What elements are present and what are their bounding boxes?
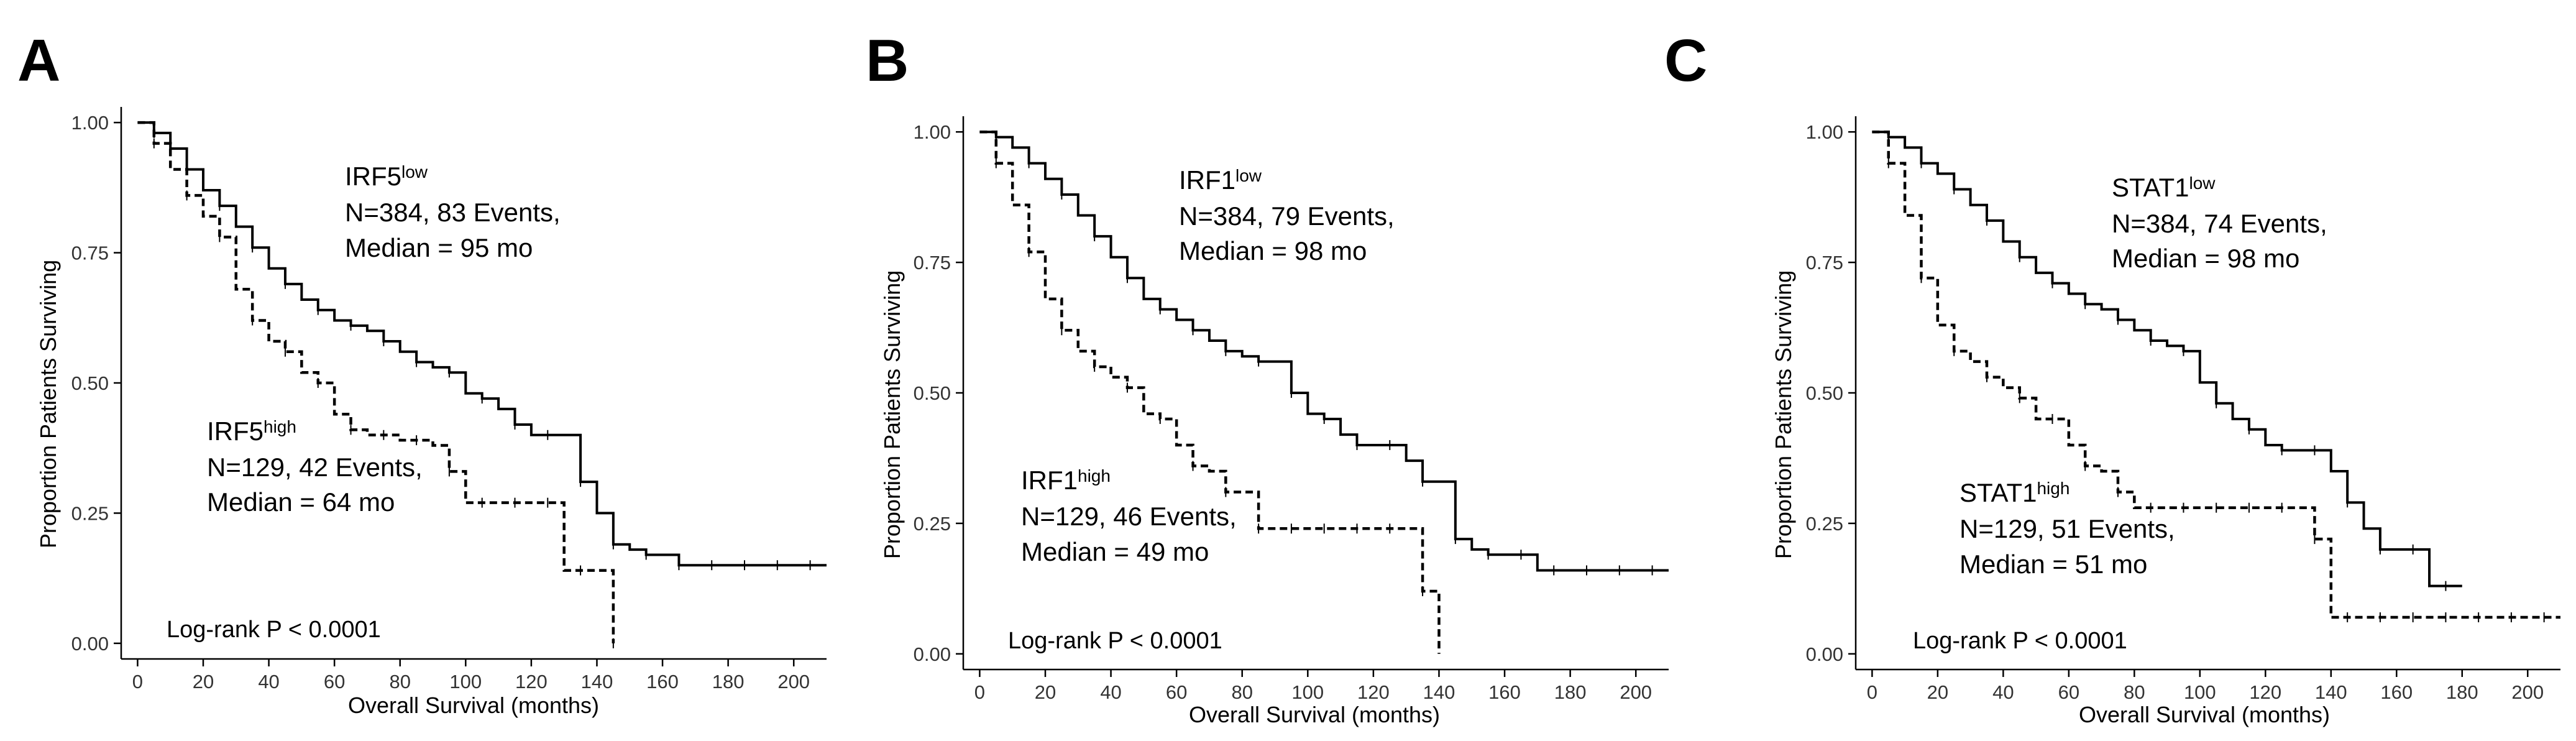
survival-curve-low (1872, 131, 2462, 587)
panel-b: B Proportion Patients Surviving Overall … (866, 27, 1669, 727)
y-tick-label: 0.25 (914, 513, 951, 535)
x-tick-label: 80 (389, 671, 410, 693)
x-tick-label: 140 (2315, 681, 2347, 703)
low-group-median: Median = 98 mo (1179, 236, 1367, 265)
survival-curve-high (137, 121, 615, 643)
x-tick-label: 140 (581, 671, 613, 693)
y-tick-label: 0.25 (71, 502, 109, 524)
high-group-stats: N=129, 46 Events, (1021, 502, 1237, 531)
x-axis-title: Overall Survival (months) (2079, 702, 2330, 727)
x-tick-label: 180 (1554, 681, 1587, 703)
panel-a: A Proportion Patients Surviving Overall … (17, 27, 827, 718)
survival-curve-low (979, 131, 1669, 572)
y-tick-label: 0.25 (1806, 513, 1843, 535)
x-tick-label: 20 (1035, 681, 1056, 703)
log-rank-annotation: Log-rank P < 0.0001 (1913, 628, 2127, 654)
x-axis-title: Overall Survival (months) (1189, 702, 1440, 727)
x-axis-title: Overall Survival (months) (348, 693, 599, 718)
low-group-stats: N=384, 74 Events, (2112, 209, 2327, 238)
x-tick-label: 100 (2184, 681, 2216, 703)
high-group-label: IRF1high (1021, 466, 1111, 495)
x-tick-label: 200 (1620, 681, 1652, 703)
low-group-stats: N=384, 79 Events, (1179, 201, 1395, 231)
high-group-median: Median = 49 mo (1021, 537, 1209, 566)
x-tick-label: 0 (132, 671, 143, 693)
y-axis-title: Proportion Patients Surviving (879, 270, 905, 559)
x-tick-label: 60 (2058, 681, 2079, 703)
x-tick-label: 60 (324, 671, 345, 693)
x-tick-label: 80 (2124, 681, 2145, 703)
y-tick-label: 0.00 (914, 643, 951, 665)
y-axis-title: Proportion Patients Surviving (1771, 270, 1796, 559)
high-group-label: STAT1high (1960, 478, 2070, 507)
survival-curve-high (979, 130, 1441, 654)
x-tick-label: 140 (1423, 681, 1455, 703)
high-group-median: Median = 64 mo (207, 487, 395, 517)
x-tick-label: 40 (258, 671, 279, 693)
x-tick-label: 200 (777, 671, 810, 693)
y-tick-label: 0.75 (71, 242, 109, 264)
x-tick-label: 120 (1357, 681, 1390, 703)
y-axis-title: Proportion Patients Surviving (35, 260, 61, 548)
x-tick-label: 0 (974, 681, 985, 703)
panel-label: A (17, 27, 60, 94)
log-rank-annotation: Log-rank P < 0.0001 (167, 617, 381, 643)
low-group-median: Median = 95 mo (345, 233, 533, 262)
x-tick-label: 160 (2380, 681, 2413, 703)
x-tick-label: 20 (193, 671, 214, 693)
panel-label: B (866, 27, 909, 94)
high-group-stats: N=129, 42 Events, (207, 453, 423, 482)
low-group-label: STAT1low (2112, 173, 2216, 202)
x-tick-label: 20 (1927, 681, 1948, 703)
y-tick-label: 0.50 (71, 372, 109, 394)
low-group-label: IRF5low (345, 162, 428, 191)
x-tick-label: 40 (1992, 681, 2014, 703)
log-rank-annotation: Log-rank P < 0.0001 (1008, 628, 1222, 654)
y-tick-label: 0.50 (914, 382, 951, 404)
x-tick-label: 160 (1488, 681, 1521, 703)
y-tick-label: 0.75 (914, 252, 951, 274)
panel-c: C Proportion Patients Surviving Overall … (1664, 27, 2560, 727)
x-tick-label: 100 (1291, 681, 1324, 703)
y-tick-label: 1.00 (71, 112, 109, 134)
panel-label: C (1664, 27, 1707, 94)
x-tick-label: 200 (2511, 681, 2544, 703)
x-tick-label: 120 (515, 671, 548, 693)
x-tick-label: 60 (1166, 681, 1187, 703)
x-tick-label: 180 (712, 671, 745, 693)
high-group-median: Median = 51 mo (1960, 550, 2147, 579)
x-tick-label: 80 (1231, 681, 1252, 703)
x-tick-label: 0 (1867, 681, 1877, 703)
x-tick-label: 120 (2249, 681, 2281, 703)
y-tick-label: 0.50 (1806, 382, 1843, 404)
x-tick-label: 100 (449, 671, 482, 693)
low-group-label: IRF1low (1179, 165, 1262, 195)
low-group-stats: N=384, 83 Events, (345, 198, 561, 227)
x-tick-label: 40 (1100, 681, 1121, 703)
high-group-stats: N=129, 51 Events, (1960, 514, 2175, 543)
y-tick-label: 0.00 (71, 633, 109, 655)
y-tick-label: 0.00 (1806, 643, 1843, 665)
y-tick-label: 0.75 (1806, 252, 1843, 274)
y-tick-label: 1.00 (914, 121, 951, 143)
y-tick-label: 1.00 (1806, 121, 1843, 143)
low-group-median: Median = 98 mo (2112, 244, 2299, 273)
x-tick-label: 180 (2446, 681, 2478, 703)
x-tick-label: 160 (646, 671, 679, 693)
high-group-label: IRF5high (207, 417, 296, 446)
